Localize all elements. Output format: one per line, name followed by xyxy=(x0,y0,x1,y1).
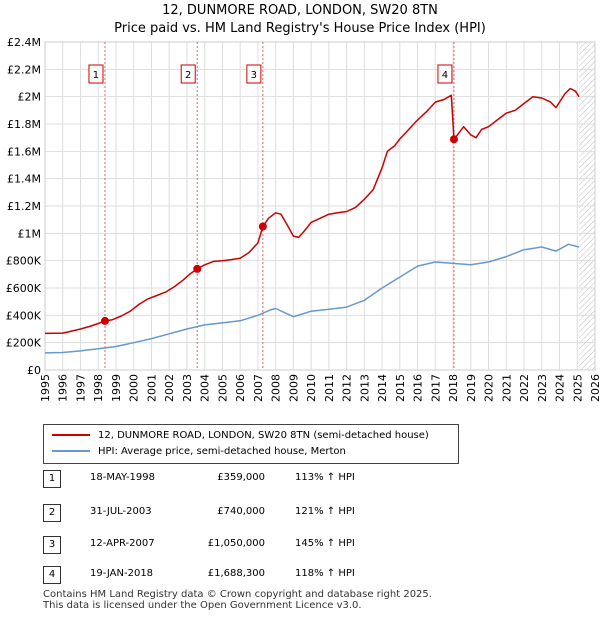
footer-copyright: Contains HM Land Registry data © Crown c… xyxy=(43,589,432,600)
y-tick-label: £2.4M xyxy=(7,36,41,49)
x-tick-label: 1998 xyxy=(92,374,105,402)
x-tick-label: 2004 xyxy=(199,374,212,402)
legend-item-hpi: HPI: Average price, semi-detached house,… xyxy=(52,445,346,459)
x-tick-label: 2012 xyxy=(341,374,354,402)
x-tick-label: 2019 xyxy=(465,374,478,402)
x-tick-label: 2001 xyxy=(145,374,158,402)
x-tick-label: 2008 xyxy=(270,374,283,402)
plot-frame xyxy=(44,41,596,371)
legend: 12, DUNMORE ROAD, LONDON, SW20 8TN (semi… xyxy=(43,424,459,464)
x-tick-label: 2014 xyxy=(376,374,389,402)
sale-label-box: 1 xyxy=(88,64,104,84)
x-tick-label: 2003 xyxy=(181,374,194,402)
x-tick-label: 2026 xyxy=(589,374,600,402)
series-line-hpi xyxy=(44,243,580,354)
sale-date: 12-APR-2007 xyxy=(90,538,155,549)
x-tick-label: 2015 xyxy=(394,374,407,402)
sale-price: £1,688,300 xyxy=(207,568,265,579)
y-tick-label: £1.4M xyxy=(7,173,41,186)
y-tick-label: £400K xyxy=(6,309,42,322)
footer-licence: This data is licensed under the Open Gov… xyxy=(43,600,362,611)
y-tick-label: £600K xyxy=(6,282,42,295)
x-tick-label: 2024 xyxy=(554,374,567,402)
sale-label-frame xyxy=(437,64,453,84)
y-tick-label: £2.2M xyxy=(7,63,41,76)
sale-label-box: 4 xyxy=(437,64,453,84)
x-tick-label: 2016 xyxy=(412,374,425,402)
x-tick-label: 2023 xyxy=(536,374,549,402)
y-tick-label: £1.6M xyxy=(7,145,41,158)
series-line-property xyxy=(44,87,580,335)
sale-hpi-change: 145% ↑ HPI xyxy=(295,538,355,549)
legend-swatch-hpi xyxy=(52,450,90,452)
footer: Contains HM Land Registry data © Crown c… xyxy=(43,589,432,611)
x-tick-label: 2021 xyxy=(500,374,513,402)
sale-hpi-change: 121% ↑ HPI xyxy=(295,506,355,517)
y-tick-label: £1.2M xyxy=(7,200,41,213)
x-tick-label: 2022 xyxy=(518,374,531,402)
sale-label-number: 3 xyxy=(251,70,257,81)
sale-price: £740,000 xyxy=(217,506,265,517)
sale-date: 18-MAY-1998 xyxy=(90,472,156,483)
y-tick-label: £2M xyxy=(18,91,42,104)
sale-price: £359,000 xyxy=(217,472,265,483)
x-tick-label: 2018 xyxy=(447,374,460,402)
sale-date: 19-JAN-2018 xyxy=(90,568,154,579)
sale-point xyxy=(193,264,202,273)
y-tick-label: £800K xyxy=(6,255,42,268)
x-tick-label: 1995 xyxy=(39,374,52,402)
title-line-1: 12, DUNMORE ROAD, LONDON, SW20 8TN xyxy=(162,3,438,18)
sale-point xyxy=(449,135,458,144)
y-tick-label: £1M xyxy=(18,227,42,240)
sale-label-frame xyxy=(180,64,196,84)
sale-point xyxy=(100,316,109,325)
sale-number-badge: 4 xyxy=(43,566,61,584)
title-line-2: Price paid vs. HM Land Registry's House … xyxy=(114,21,486,36)
x-tick-label: 1999 xyxy=(110,374,123,402)
sale-number-badge: 2 xyxy=(43,504,61,522)
y-tick-label: £200K xyxy=(6,337,42,350)
sale-row: 4 19-JAN-2018 £1,688,300 118% ↑ HPI xyxy=(0,566,600,586)
x-tick-label: 2000 xyxy=(128,374,141,402)
x-tick-label: 2011 xyxy=(323,374,336,402)
x-tick-label: 2009 xyxy=(287,374,300,402)
x-tick-label: 1996 xyxy=(57,374,70,402)
legend-swatch-property xyxy=(52,434,90,436)
sale-label-number: 4 xyxy=(442,70,448,81)
sale-price: £1,050,000 xyxy=(207,538,265,549)
sale-hpi-change: 118% ↑ HPI xyxy=(295,568,355,579)
x-tick-label: 2017 xyxy=(429,374,442,402)
legend-label-hpi: HPI: Average price, semi-detached house,… xyxy=(98,446,346,457)
sale-number-badge: 1 xyxy=(43,470,61,488)
sale-row: 2 31-JUL-2003 £740,000 121% ↑ HPI xyxy=(0,504,600,524)
legend-label-property: 12, DUNMORE ROAD, LONDON, SW20 8TN (semi… xyxy=(98,430,429,441)
x-tick-label: 2007 xyxy=(252,374,265,402)
sale-label-number: 2 xyxy=(185,70,191,81)
sale-label-frame xyxy=(88,64,104,84)
x-tick-label: 2002 xyxy=(163,374,176,402)
x-tick-label: 2005 xyxy=(216,374,229,402)
sale-point xyxy=(258,222,267,231)
y-tick-label: £1.8M xyxy=(7,118,41,131)
legend-item-property: 12, DUNMORE ROAD, LONDON, SW20 8TN (semi… xyxy=(52,429,429,443)
x-tick-label: 2020 xyxy=(483,374,496,402)
x-tick-label: 2010 xyxy=(305,374,318,402)
x-tick-label: 2006 xyxy=(234,374,247,402)
sale-row: 3 12-APR-2007 £1,050,000 145% ↑ HPI xyxy=(0,536,600,556)
y-tick-label: £0 xyxy=(27,364,41,377)
sale-number-badge: 3 xyxy=(43,536,61,554)
chart-title: 12, DUNMORE ROAD, LONDON, SW20 8TN Price… xyxy=(0,2,600,38)
sale-label-box: 2 xyxy=(180,64,196,84)
sale-label-box: 3 xyxy=(246,64,262,84)
price-chart: £0 £200K £400K £600K £800K £1M £1.2M £1.4M £1.6M… xyxy=(6,36,600,402)
sale-label-frame xyxy=(246,64,262,84)
x-tick-label: 2025 xyxy=(571,374,584,402)
sale-label-number: 1 xyxy=(93,70,99,81)
x-tick-label: 1997 xyxy=(74,374,87,402)
sale-date: 31-JUL-2003 xyxy=(90,506,152,517)
x-tick-label: 2013 xyxy=(358,374,371,402)
sale-hpi-change: 113% ↑ HPI xyxy=(295,472,355,483)
sale-row: 1 18-MAY-1998 £359,000 113% ↑ HPI xyxy=(0,470,600,490)
